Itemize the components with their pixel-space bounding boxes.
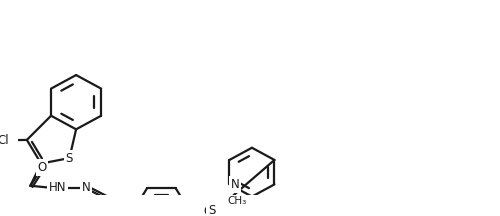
Text: Cl: Cl: [0, 134, 8, 147]
Text: CH₃: CH₃: [227, 196, 246, 206]
Text: N: N: [82, 181, 90, 194]
Text: HN: HN: [48, 181, 66, 194]
Text: O: O: [38, 161, 46, 174]
Text: O: O: [203, 205, 212, 216]
Text: N: N: [231, 178, 239, 191]
Text: S: S: [66, 152, 73, 165]
Text: S: S: [208, 204, 215, 216]
